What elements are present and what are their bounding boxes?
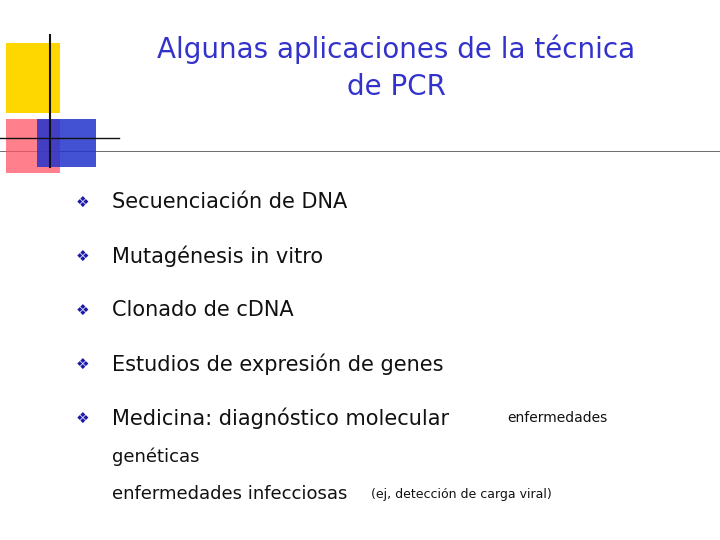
Text: ❖: ❖ [76,411,89,426]
Bar [37,119,96,167]
Text: Mutagénesis in vitro: Mutagénesis in vitro [112,246,323,267]
Text: genéticas: genéticas [112,447,199,465]
Bar [6,119,60,173]
Text: ❖: ❖ [76,195,89,210]
Text: ❖: ❖ [76,357,89,372]
Text: enfermedades: enfermedades [508,411,608,426]
Text: (ej, detección de carga viral): (ej, detección de carga viral) [371,488,552,501]
Text: Algunas aplicaciones de la técnica
de PCR: Algunas aplicaciones de la técnica de PC… [157,35,635,100]
Text: Clonado de cDNA: Clonado de cDNA [112,300,293,321]
Text: Medicina: diagnóstico molecular: Medicina: diagnóstico molecular [112,408,449,429]
Text: Estudios de expresión de genes: Estudios de expresión de genes [112,354,443,375]
Text: Secuenciación de DNA: Secuenciación de DNA [112,192,347,213]
Text: enfermedades infecciosas: enfermedades infecciosas [112,485,347,503]
Text: ❖: ❖ [76,249,89,264]
Text: ❖: ❖ [76,303,89,318]
Bar [6,43,60,113]
